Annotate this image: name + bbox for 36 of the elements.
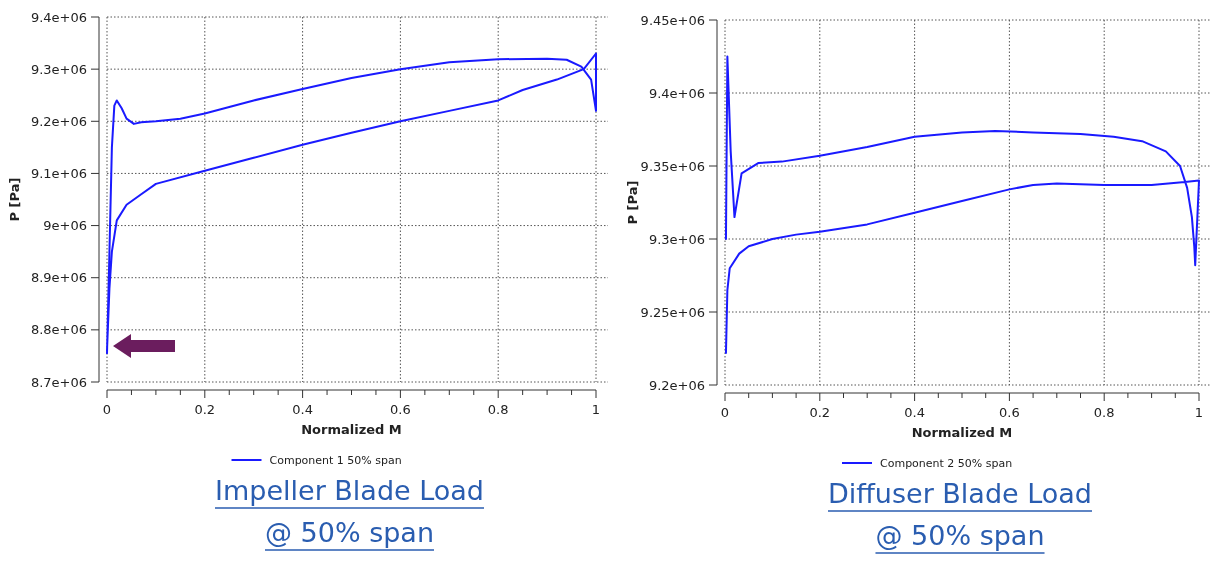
line-series: [724, 55, 1200, 354]
x-tick-label: 0.2: [809, 405, 831, 420]
x-tick-label: 0.8: [1093, 405, 1115, 420]
x-axis-title: Normalized M: [301, 422, 402, 437]
y-tick-label: 9.4e+06: [30, 9, 87, 25]
y-tick-label: 8.8e+06: [30, 322, 87, 338]
legend-label: Component 1 50% span: [269, 453, 402, 467]
y-tick-label: 9.4e+06: [648, 85, 705, 101]
y-tick-label: 9.2e+06: [30, 113, 87, 129]
legend-label: Component 2 50% span: [880, 456, 1013, 470]
y-tick-label: 9e+06: [43, 218, 87, 234]
x-tick-label: 0.8: [487, 402, 509, 417]
x-tick-label: 0.6: [390, 402, 411, 417]
y-tick-label: 9.3e+06: [30, 61, 87, 77]
x-tick-label: 0.2: [194, 402, 216, 417]
y-tick-label: 8.9e+06: [30, 270, 87, 286]
x-tick-label: 0.4: [904, 405, 925, 420]
x-tick-label: 0: [102, 402, 112, 417]
x-tick-label: 1: [591, 402, 601, 417]
y-tick-label: 9.35e+06: [640, 158, 705, 174]
x-tick-label: 0.6: [999, 405, 1020, 420]
x-tick-label: 0: [720, 405, 730, 420]
y-tick-label: 9.3e+06: [648, 231, 705, 247]
y-tick-label: 9.45e+06: [640, 12, 705, 28]
y-tick-label: 9.25e+06: [640, 304, 705, 320]
line-series: [106, 52, 597, 355]
x-tick-label: 0.4: [292, 402, 313, 417]
x-tick-label: 1: [1194, 405, 1204, 420]
x-axis-title: Normalized M: [911, 425, 1013, 440]
y-tick-label: 8.7e+06: [30, 374, 87, 390]
y-axis-title: P [Pa]: [625, 180, 640, 225]
y-tick-label: 9.1e+06: [30, 165, 87, 181]
text: Impeller Blade Load @ 50% span: [215, 475, 484, 548]
text: Diffuser Blade Load @ 50% span: [827, 478, 1093, 551]
y-axis-title: P [Pa]: [7, 177, 22, 222]
y-tick-label: 9.2e+06: [648, 377, 705, 393]
